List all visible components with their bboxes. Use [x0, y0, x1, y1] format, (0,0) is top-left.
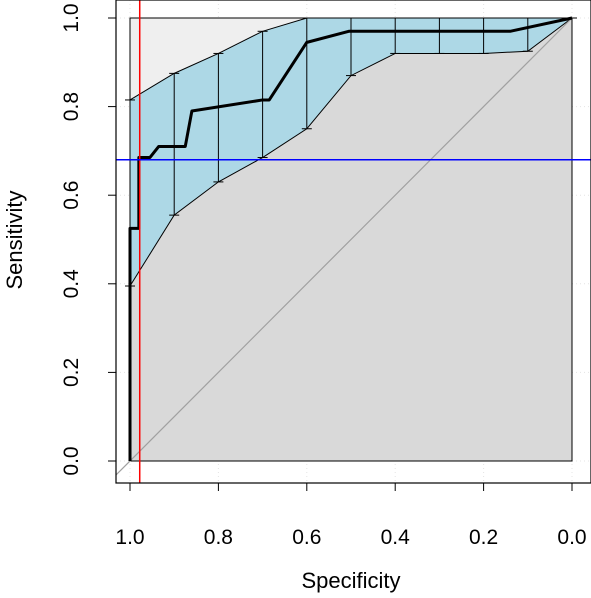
- y-axis-title: Sensitivity: [2, 190, 27, 289]
- x-axis-title: Specificity: [301, 568, 400, 593]
- x-tick-label: 0.2: [469, 526, 498, 549]
- y-tick-label: 0.6: [60, 181, 83, 210]
- ci-lower-line: [129, 17, 573, 287]
- x-tick-label: 1.0: [115, 526, 144, 549]
- diagonal-reference-line: [116, 17, 573, 476]
- x-tick-label: 0.6: [292, 526, 321, 549]
- y-tick-label: 0.2: [60, 358, 83, 387]
- roc-curve-line: [128, 16, 573, 461]
- y-tick-label: 0.4: [60, 269, 83, 299]
- axes: 1.0 0.8 0.6 0.4 0.2 0.0 0.0 0.2 0.4 0.6 0.8 1.0: [60, 3, 587, 549]
- x-tick-label: 0.0: [557, 526, 586, 549]
- ci-band: [130, 18, 572, 287]
- y-tick-label: 1.0: [60, 3, 83, 32]
- x-tick-label: 0.8: [204, 526, 233, 549]
- y-tick-label: 0.8: [60, 92, 83, 121]
- plot-area: [116, 0, 591, 483]
- x-tick-label: 0.4: [381, 526, 411, 549]
- y-tick-label: 0.0: [60, 446, 83, 475]
- axes-frame: [115, 0, 591, 484]
